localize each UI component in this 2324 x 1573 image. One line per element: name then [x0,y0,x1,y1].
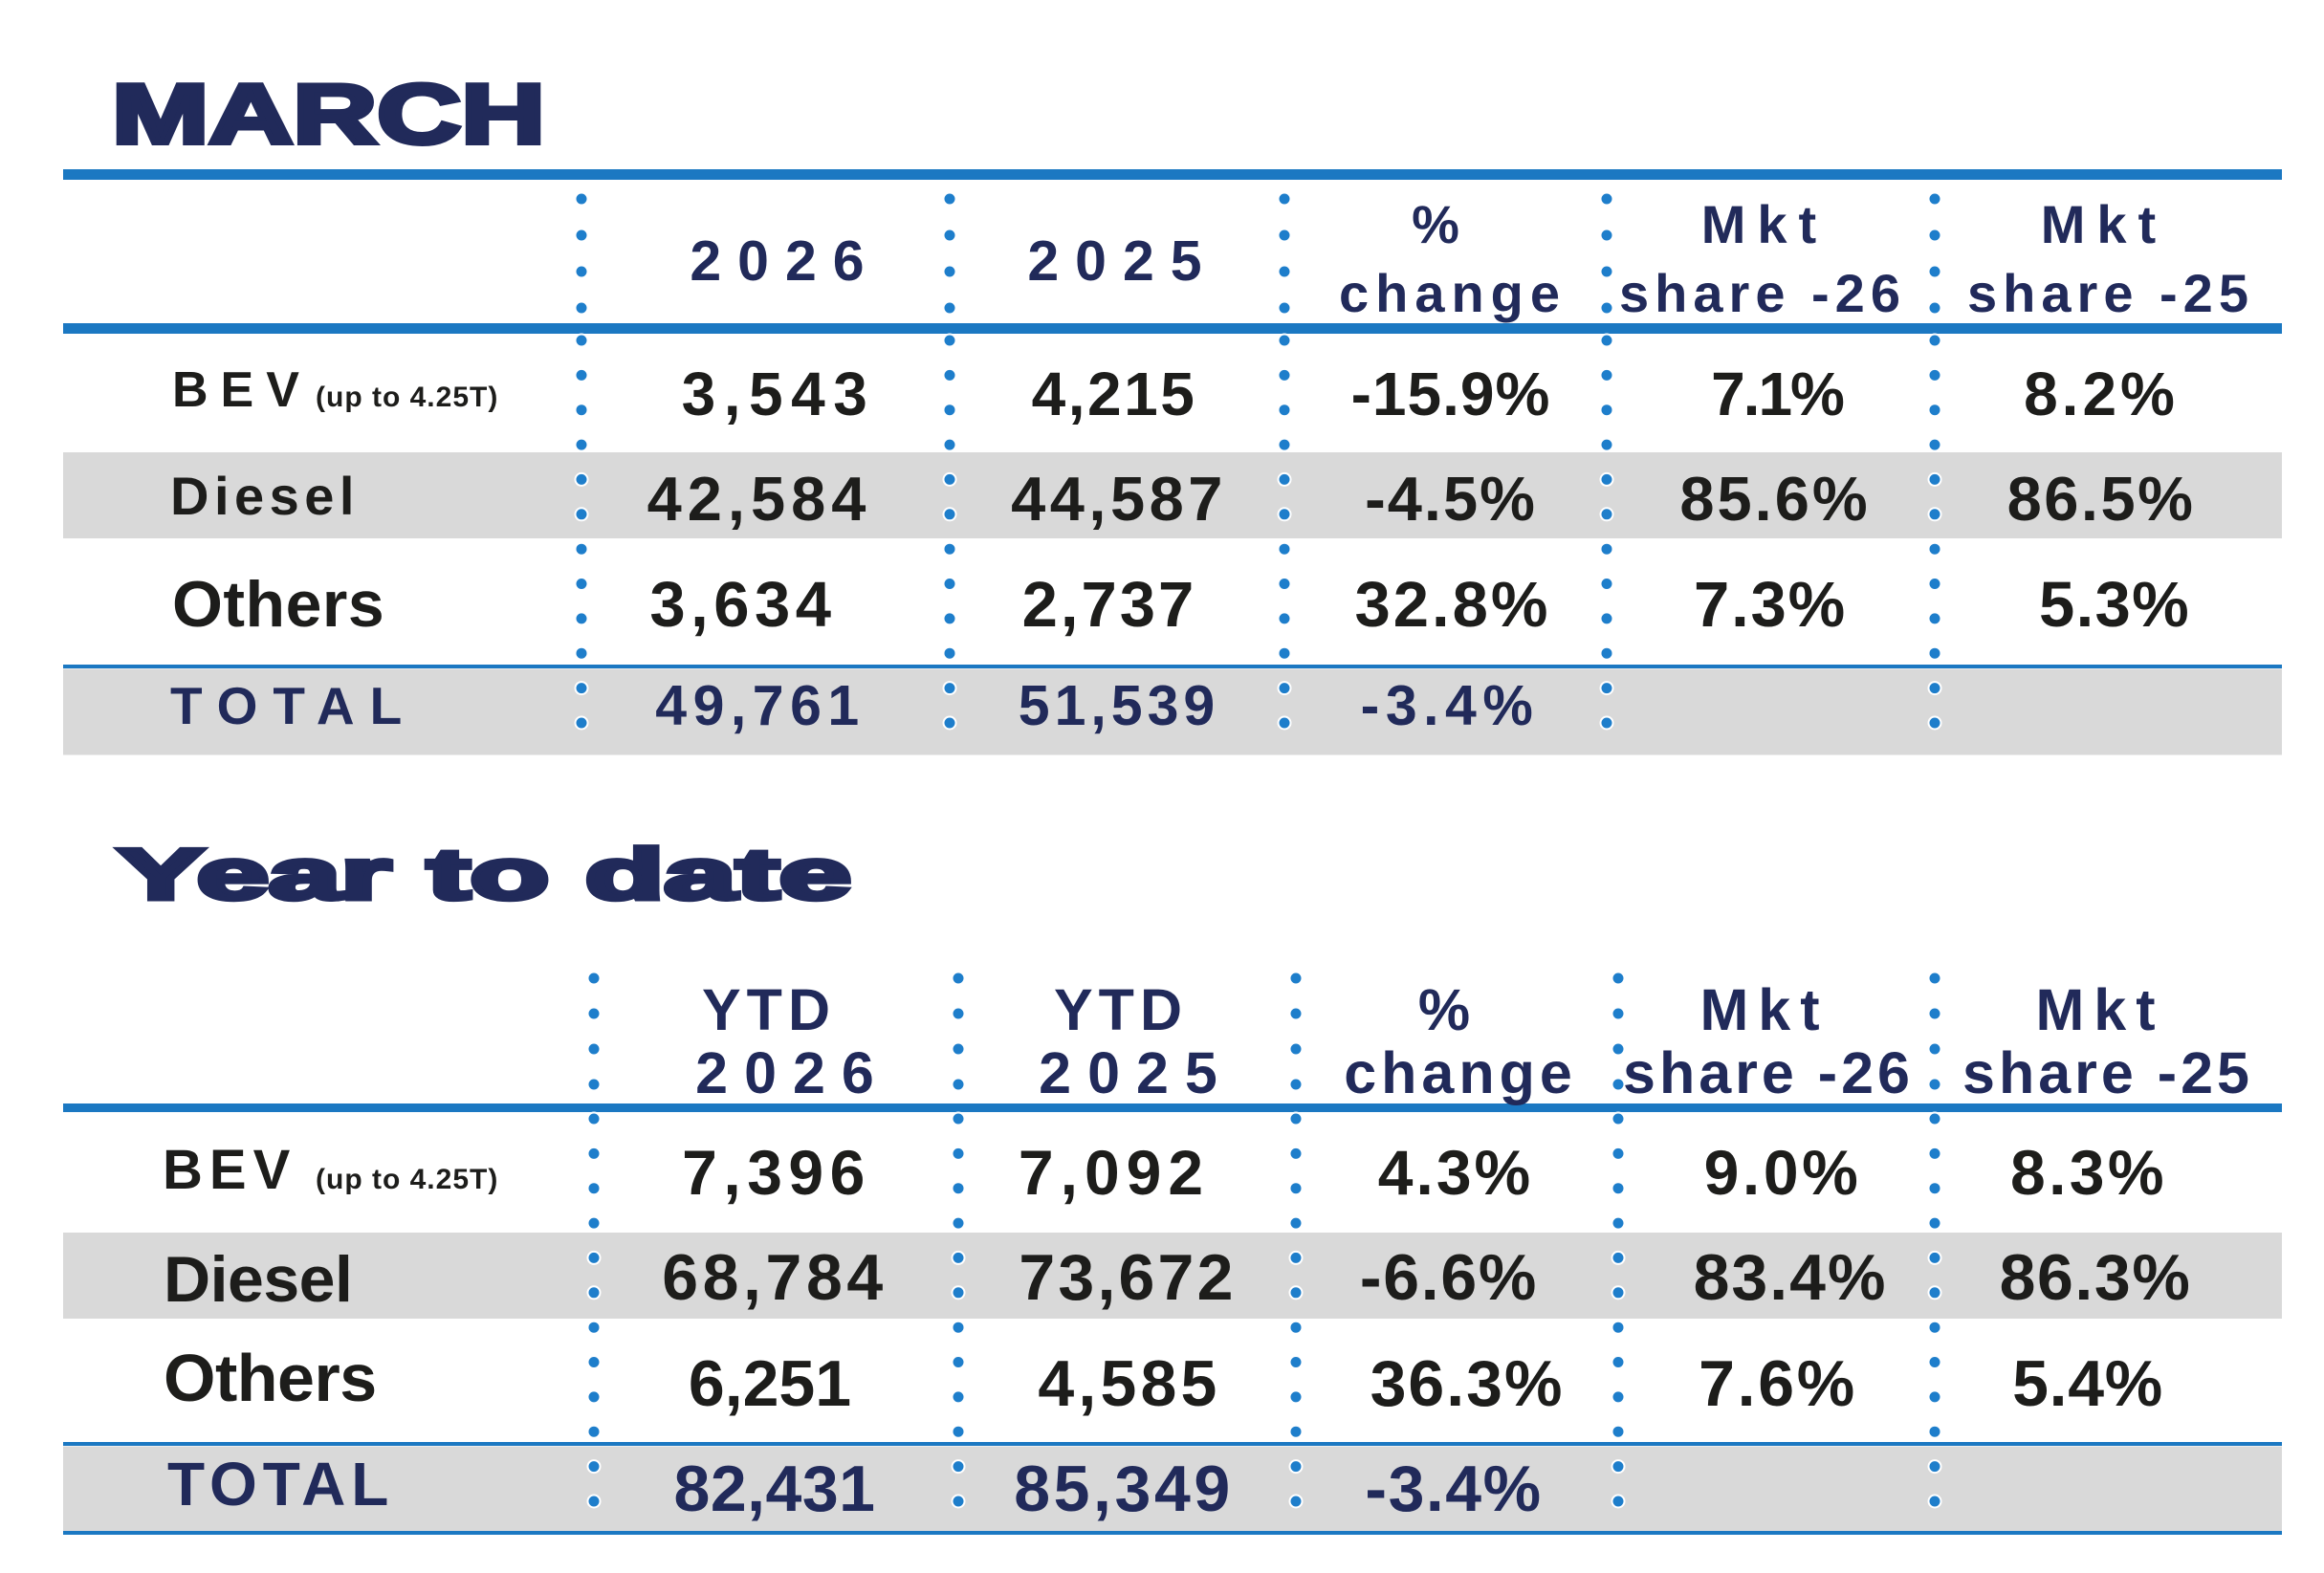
svg-text:7.1%: 7.1% [1711,360,1844,428]
svg-text:49,761: 49,761 [655,674,865,737]
svg-text:68,784: 68,784 [662,1241,888,1314]
svg-text:share -26: share -26 [1623,1040,1914,1105]
svg-text:82,431: 82,431 [674,1453,876,1525]
svg-text:7,396: 7,396 [682,1137,871,1208]
svg-text:change: change [1344,1040,1577,1105]
svg-text:32.8%: 32.8% [1355,569,1551,641]
svg-text:Others: Others [172,568,384,641]
svg-text:%: % [1412,194,1459,254]
svg-text:-6.6%: -6.6% [1360,1241,1538,1314]
svg-text:-4.5%: -4.5% [1365,464,1537,534]
svg-text:8.3%: 8.3% [2010,1137,2167,1208]
svg-text:Mkt: Mkt [2035,977,2164,1042]
svg-text:%: % [1418,977,1470,1042]
svg-text:5.4%: 5.4% [2012,1347,2163,1420]
svg-text:86.5%: 86.5% [2007,464,2196,534]
svg-text:2025: 2025 [1027,229,1217,293]
svg-text:4,215: 4,215 [1032,360,1197,428]
svg-text:TOTAL: TOTAL [167,1450,394,1518]
svg-text:Diesel: Diesel [170,466,360,526]
svg-text:7,092: 7,092 [1019,1137,1210,1208]
svg-text:Mkt: Mkt [2041,194,2167,254]
svg-text:Year to date: Year to date [118,834,851,914]
svg-text:MARCH: MARCH [112,67,545,162]
svg-text:-3.4%: -3.4% [1365,1453,1542,1525]
svg-text:6,251: 6,251 [689,1347,851,1420]
svg-text:4,585: 4,585 [1038,1347,1220,1420]
svg-text:3,543: 3,543 [682,360,876,428]
svg-text:-3.4%: -3.4% [1361,674,1540,737]
svg-text:7.3%: 7.3% [1694,569,1847,641]
svg-text:2025: 2025 [1039,1040,1234,1105]
svg-text:4.3%: 4.3% [1378,1137,1533,1208]
svg-text:51,539: 51,539 [1019,674,1219,737]
svg-text:Mkt: Mkt [1699,977,1829,1042]
svg-text:BEV(up to 4.25T): BEV (up to 4.25T) [163,1139,498,1201]
svg-text:85.6%: 85.6% [1679,464,1870,534]
svg-text:TOTAL: TOTAL [170,676,417,735]
svg-text:5.3%: 5.3% [2039,569,2190,641]
svg-text:3,634: 3,634 [649,569,836,641]
svg-text:8.2%: 8.2% [2024,360,2179,428]
svg-text:7.6%: 7.6% [1699,1347,1857,1420]
svg-text:36.3%: 36.3% [1370,1347,1565,1420]
svg-text:YTD: YTD [1054,977,1188,1042]
svg-text:Diesel: Diesel [164,1243,352,1316]
svg-text:44,587: 44,587 [1011,464,1227,534]
svg-text:2026: 2026 [690,229,880,293]
svg-text:change: change [1339,263,1567,323]
svg-text:73,672: 73,672 [1019,1241,1236,1314]
svg-text:9.0%: 9.0% [1704,1137,1862,1208]
svg-text:share -25: share -25 [1967,263,2254,323]
svg-text:share -25: share -25 [1962,1040,2253,1105]
svg-text:85,349: 85,349 [1014,1453,1234,1525]
svg-text:2,737: 2,737 [1022,569,1197,641]
svg-text:83.4%: 83.4% [1694,1241,1888,1314]
svg-text:YTD: YTD [702,977,836,1042]
svg-text:-15.9%: -15.9% [1351,360,1551,428]
svg-text:42,584: 42,584 [647,464,872,534]
svg-text:BEV(up to 4.25T): BEV (up to 4.25T) [172,362,498,418]
svg-text:share -26: share -26 [1619,263,1906,323]
svg-text:86.3%: 86.3% [2000,1241,2192,1314]
svg-text:Others: Others [164,1341,377,1415]
svg-text:Mkt: Mkt [1701,194,1828,254]
svg-text:2026: 2026 [695,1040,890,1105]
